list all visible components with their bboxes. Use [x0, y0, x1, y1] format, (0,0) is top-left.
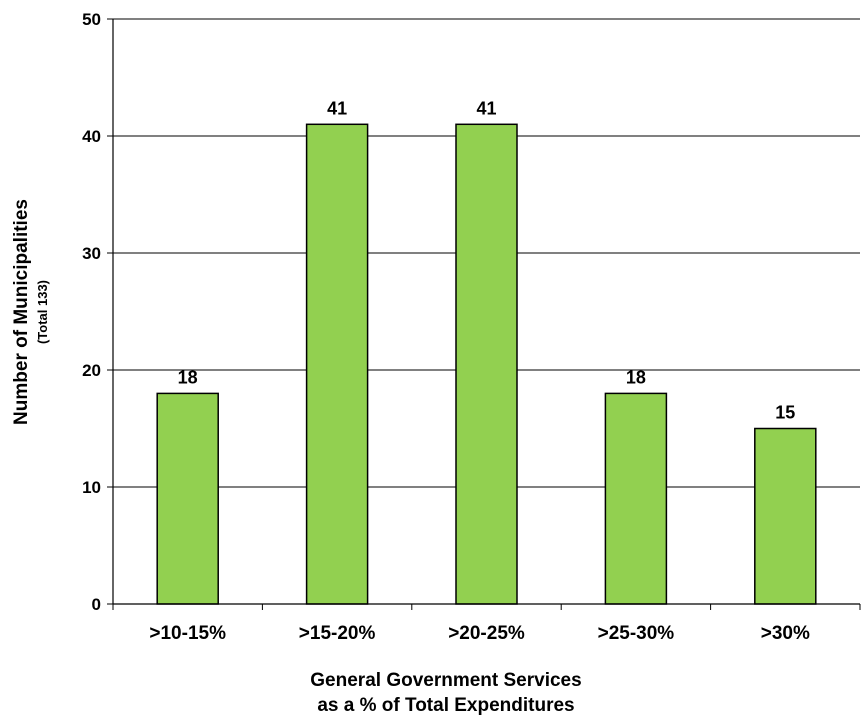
bar-3 [455, 123, 518, 605]
bar-4 [604, 392, 668, 605]
bars [156, 123, 817, 605]
data-label-4: 18 [626, 367, 646, 387]
bar-1 [156, 392, 219, 605]
y-tick-label-10: 10 [82, 478, 101, 497]
data-label-2: 41 [327, 98, 347, 118]
y-tick-label-30: 30 [82, 244, 101, 263]
data-label-5: 15 [775, 403, 795, 423]
y-axis-subtitle: (Total 133) [35, 280, 50, 344]
y-tick-label-50: 50 [82, 10, 101, 29]
bar-2 [305, 123, 369, 605]
x-category-label-1: >10-15% [149, 623, 226, 644]
x-axis-title-line-2: as a % of Total Expenditures [317, 695, 574, 716]
y-tick-label-40: 40 [82, 127, 101, 146]
x-category-label-5: >30% [761, 623, 810, 644]
data-label-1: 18 [178, 367, 198, 387]
axes [107, 18, 861, 610]
y-tick-label-20: 20 [82, 361, 101, 380]
x-axis-title-line-1: General Government Services [310, 670, 581, 691]
x-category-label-2: >15-20% [299, 623, 376, 644]
x-category-label-3: >20-25% [448, 623, 525, 644]
y-axis-title: Number of Municipalities [11, 199, 32, 425]
y-tick-label-0: 0 [92, 595, 101, 614]
labels: 0 10 20 30 40 50 18 >10-15% 41 >15-20% 41 >20-25% 18… [82, 10, 810, 644]
data-label-3: 41 [476, 98, 496, 118]
x-category-label-4: >25-30% [598, 623, 675, 644]
bar-5 [754, 427, 817, 605]
